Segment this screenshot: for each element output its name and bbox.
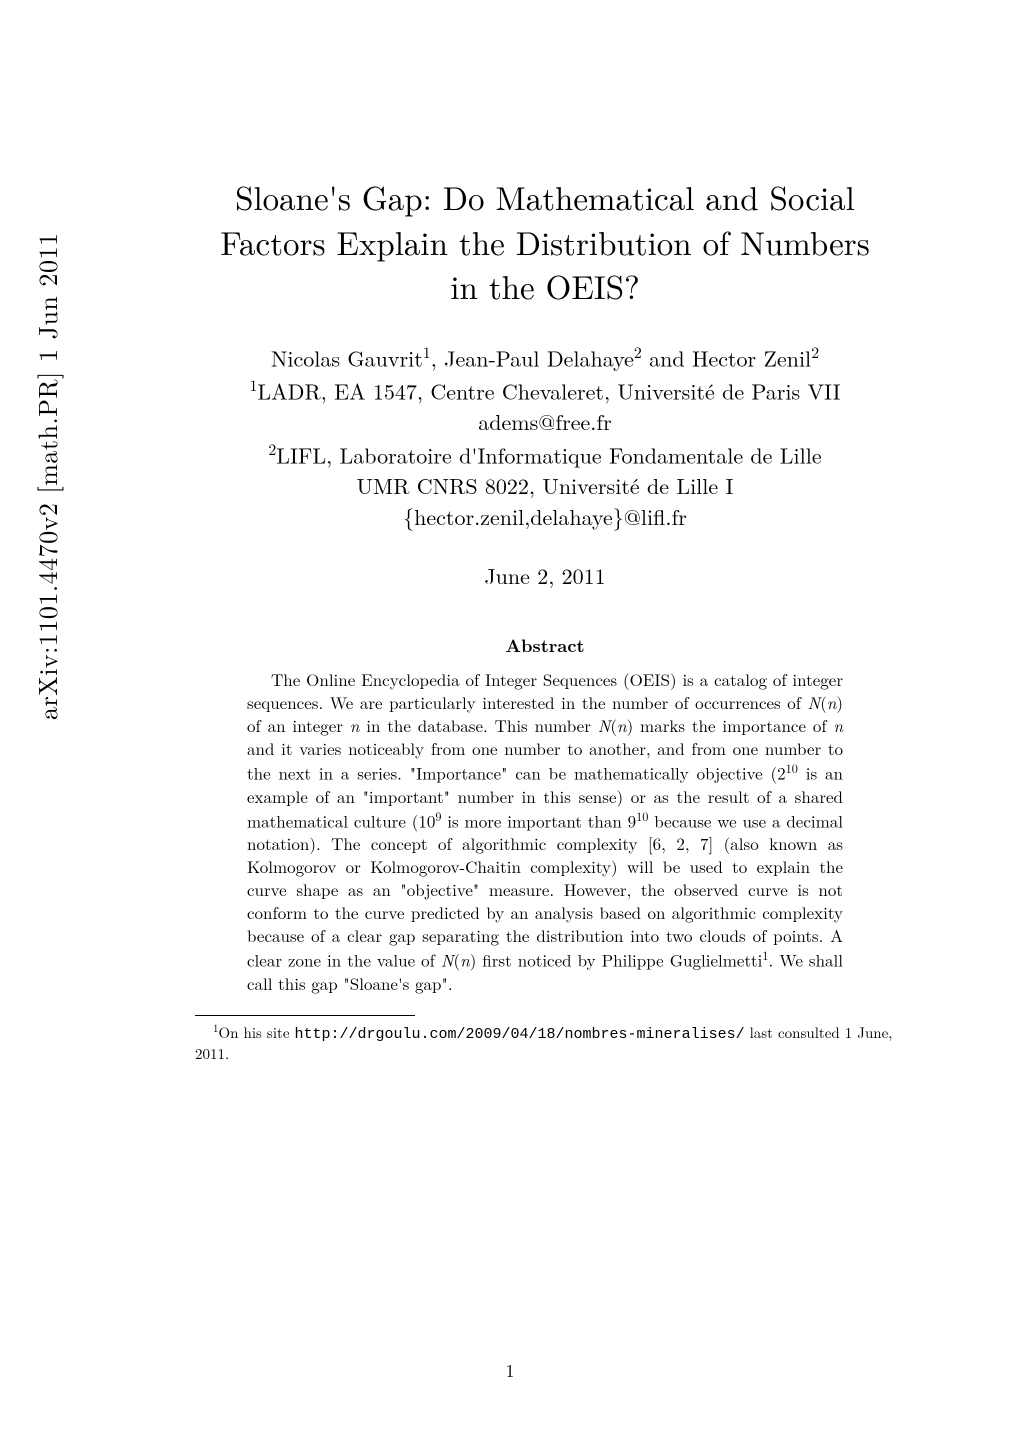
author-sup-1: 1 — [423, 340, 431, 363]
author-sup-2: 2 — [634, 340, 642, 363]
footnote-1: 1On his site http://drgoulu.com/2009/04/… — [195, 1022, 895, 1064]
author-email-2: {hector.zenil,delahaye}@lifl.fr — [403, 501, 687, 532]
author-sup-3: 2 — [811, 340, 819, 363]
page-title: Sloane's Gap: Do Mathematical and Social… — [195, 175, 895, 309]
page-number: 1 — [0, 1358, 1020, 1383]
title-line-2: Factors Explain the Distribution of Numb… — [220, 218, 869, 265]
arxiv-stamp: arXiv:1101.4470v2 [math.PR] 1 Jun 2011 — [28, 232, 65, 720]
author-name-2: , Jean-Paul Delahaye — [431, 342, 634, 373]
affiliation-1: LADR, EA 1547, Centre Chevaleret, Univer… — [257, 375, 840, 406]
paper-date: June 2, 2011 — [195, 560, 895, 591]
authors-block: Nicolas Gauvrit1, Jean-Paul Delahaye2 an… — [195, 341, 895, 533]
arxiv-date: 1 Jun 2011 — [28, 232, 65, 362]
title-line-1: Sloane's Gap: Do Mathematical and Social — [235, 173, 855, 220]
footnote-url: http://drgoulu.com/2009/04/18/nombres-mi… — [295, 1026, 745, 1043]
arxiv-id: arXiv:1101.4470v2 — [28, 503, 65, 720]
affiliation-2b: UMR CNRS 8022, Université de Lille I — [357, 470, 734, 501]
author-name-1: Nicolas Gauvrit — [271, 342, 423, 373]
author-name-3: and Hector Zenil — [642, 342, 811, 373]
author-email-1: adems@free.fr — [478, 406, 611, 437]
page-content: Sloane's Gap: Do Mathematical and Social… — [195, 175, 895, 1064]
abstract-body: The Online Encyclopedia of Integer Seque… — [247, 668, 843, 994]
footnote-text-pre: On his site — [219, 1022, 295, 1043]
footnote-separator — [195, 1015, 415, 1016]
title-line-3: in the OEIS? — [450, 262, 639, 309]
affiliation-2: LIFL, Laboratoire d'Informatique Fondame… — [276, 439, 821, 470]
abstract-heading: Abstract — [195, 633, 895, 658]
arxiv-category: [math.PR] — [28, 371, 65, 493]
